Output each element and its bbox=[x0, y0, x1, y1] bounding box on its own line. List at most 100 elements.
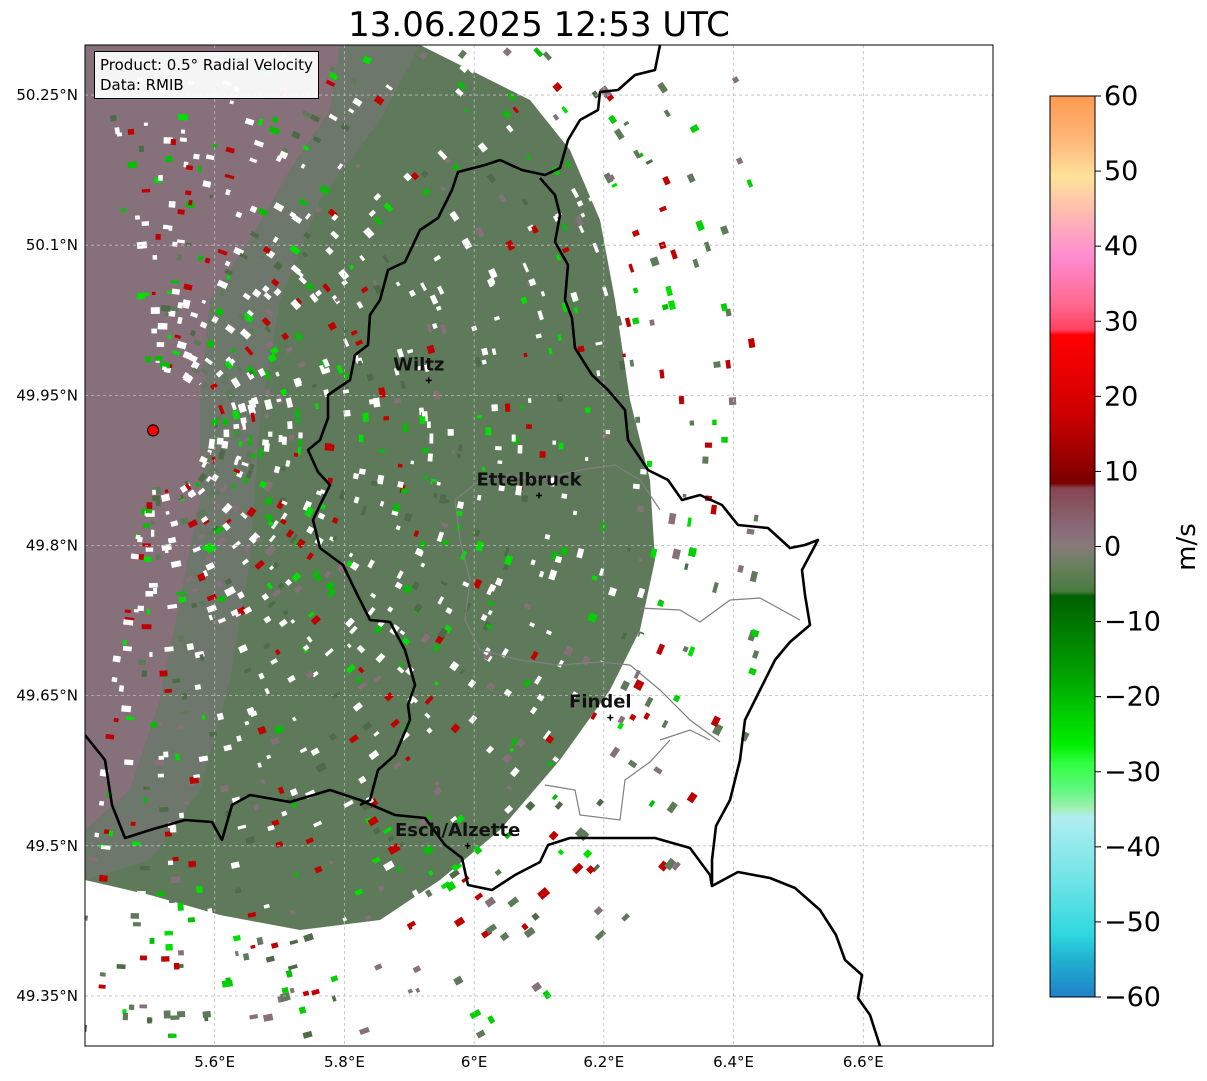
radar-pixel bbox=[197, 572, 206, 582]
radar-pixel bbox=[480, 498, 486, 505]
radar-pixel bbox=[571, 187, 580, 199]
radar-pixel bbox=[277, 786, 285, 795]
radar-pixel bbox=[605, 429, 611, 435]
radar-pixel bbox=[291, 130, 301, 140]
radar-pixel bbox=[215, 369, 224, 378]
radar-pixel-outer bbox=[132, 922, 141, 927]
radar-pixel bbox=[659, 705, 667, 716]
radar-pixel bbox=[141, 624, 152, 630]
radar-pixel bbox=[556, 393, 563, 402]
radar-pixel bbox=[679, 701, 687, 708]
radar-pixel bbox=[572, 510, 578, 516]
radar-pixel bbox=[187, 491, 194, 498]
radar-pixel bbox=[195, 885, 203, 894]
radar-pixel bbox=[205, 562, 216, 571]
radar-pixel bbox=[206, 593, 217, 602]
radar-pixel bbox=[190, 311, 199, 319]
radar-pixel bbox=[558, 442, 564, 450]
radar-pixel bbox=[209, 730, 218, 738]
radar-pixel bbox=[367, 815, 379, 827]
radar-pixel bbox=[390, 718, 400, 728]
radar-pixel bbox=[413, 530, 420, 537]
radar-pixel bbox=[564, 755, 575, 766]
radar-pixel bbox=[257, 725, 267, 735]
radar-pixel bbox=[293, 452, 299, 457]
radar-pixel bbox=[264, 388, 272, 398]
radar-pixel bbox=[152, 489, 156, 495]
radar-pixel-outer bbox=[173, 962, 180, 970]
radar-pixel-outer bbox=[689, 124, 700, 134]
radar-pixel bbox=[224, 260, 231, 267]
radar-pixel bbox=[123, 619, 134, 626]
radar-pixel bbox=[314, 865, 323, 874]
radar-pixel bbox=[272, 561, 280, 570]
radar-pixel bbox=[327, 588, 336, 598]
radar-pixel-outer bbox=[507, 896, 520, 908]
radar-pixel bbox=[437, 596, 445, 605]
radar-pixel bbox=[487, 609, 493, 616]
radar-pixel bbox=[222, 934, 227, 941]
latitude-tick-labels: 50.25°N 50.1°N 49.95°N 49.8°N 49.65°N 49.5°N 4… bbox=[16, 86, 78, 1005]
radar-pixel bbox=[426, 344, 436, 355]
radar-pixel bbox=[447, 531, 454, 540]
radar-pixel-outer bbox=[632, 287, 639, 294]
radar-pixel bbox=[199, 654, 205, 661]
radar-pixel bbox=[322, 358, 330, 368]
radar-pixel bbox=[620, 680, 631, 692]
radar-pixel bbox=[270, 520, 279, 530]
radar-pixel bbox=[150, 307, 160, 314]
radar-pixel bbox=[632, 483, 640, 490]
colorbar-unit-label: m/s bbox=[1172, 523, 1202, 571]
radar-pixel bbox=[98, 800, 105, 806]
gridlines bbox=[85, 45, 993, 1046]
radar-pixel bbox=[561, 222, 568, 231]
radar-pixel bbox=[349, 561, 360, 571]
radar-pixel bbox=[440, 580, 449, 587]
radar-pixel bbox=[496, 97, 507, 109]
radar-pixel-outer bbox=[637, 505, 645, 513]
radar-pixel bbox=[367, 559, 375, 569]
radar-pixel bbox=[301, 110, 313, 119]
radar-pixel bbox=[627, 547, 631, 552]
radar-pixel bbox=[96, 898, 101, 905]
radar-pixel bbox=[225, 146, 235, 154]
radar-pixel bbox=[526, 424, 532, 429]
colorbar-tick-label: 30 bbox=[1104, 306, 1138, 337]
radar-pixel bbox=[159, 806, 169, 813]
radar-pixel bbox=[348, 107, 355, 114]
radar-pixel bbox=[270, 737, 280, 746]
radar-pixel bbox=[208, 438, 216, 450]
radar-pixel bbox=[544, 534, 551, 540]
radar-pixel bbox=[383, 202, 394, 213]
lat-tick-label: 49.95°N bbox=[16, 386, 78, 404]
radar-pixel-outer bbox=[256, 936, 264, 946]
radar-pixel-outer bbox=[571, 862, 584, 875]
radar-pixel bbox=[424, 695, 434, 705]
radar-pixel bbox=[244, 117, 255, 126]
radar-pixel-outer bbox=[487, 1015, 496, 1025]
radar-pixel bbox=[684, 563, 689, 571]
radar-pixel bbox=[291, 572, 302, 583]
map-title: 13.06.2025 12:53 UTC bbox=[348, 5, 730, 45]
radar-pixel bbox=[164, 688, 173, 694]
radar-pixel bbox=[224, 578, 233, 586]
radar-pixel bbox=[455, 964, 464, 972]
radar-pixel bbox=[328, 72, 339, 81]
radar-pixel bbox=[232, 935, 241, 942]
radar-pixel bbox=[408, 289, 416, 297]
radar-pixel bbox=[592, 242, 600, 254]
radar-pixel-outer bbox=[545, 734, 555, 744]
radar-pixel bbox=[360, 286, 369, 294]
radar-pixel bbox=[352, 472, 360, 480]
radar-pixel bbox=[230, 861, 240, 869]
radar-pixel bbox=[375, 652, 386, 663]
radar-pixel bbox=[491, 404, 499, 412]
radar-pixel bbox=[184, 576, 194, 583]
radar-pixel-outer bbox=[484, 896, 497, 908]
radar-pixel bbox=[246, 370, 255, 381]
radar-pixel-outer bbox=[748, 667, 757, 676]
radar-pixel bbox=[327, 321, 338, 331]
radar-pixel bbox=[130, 821, 136, 826]
radar-pixel bbox=[665, 285, 673, 297]
radar-pixel-outer bbox=[633, 149, 642, 159]
